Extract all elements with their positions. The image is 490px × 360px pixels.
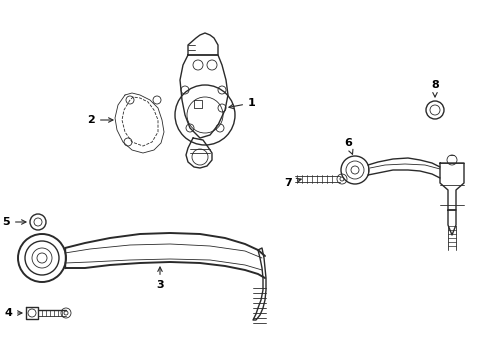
Text: 6: 6 bbox=[344, 138, 353, 154]
Text: 7: 7 bbox=[284, 178, 301, 188]
Text: 4: 4 bbox=[4, 308, 22, 318]
Text: 1: 1 bbox=[229, 98, 256, 109]
Text: 5: 5 bbox=[2, 217, 26, 227]
Text: 2: 2 bbox=[87, 115, 113, 125]
Text: 8: 8 bbox=[431, 80, 439, 97]
Text: 3: 3 bbox=[156, 267, 164, 290]
